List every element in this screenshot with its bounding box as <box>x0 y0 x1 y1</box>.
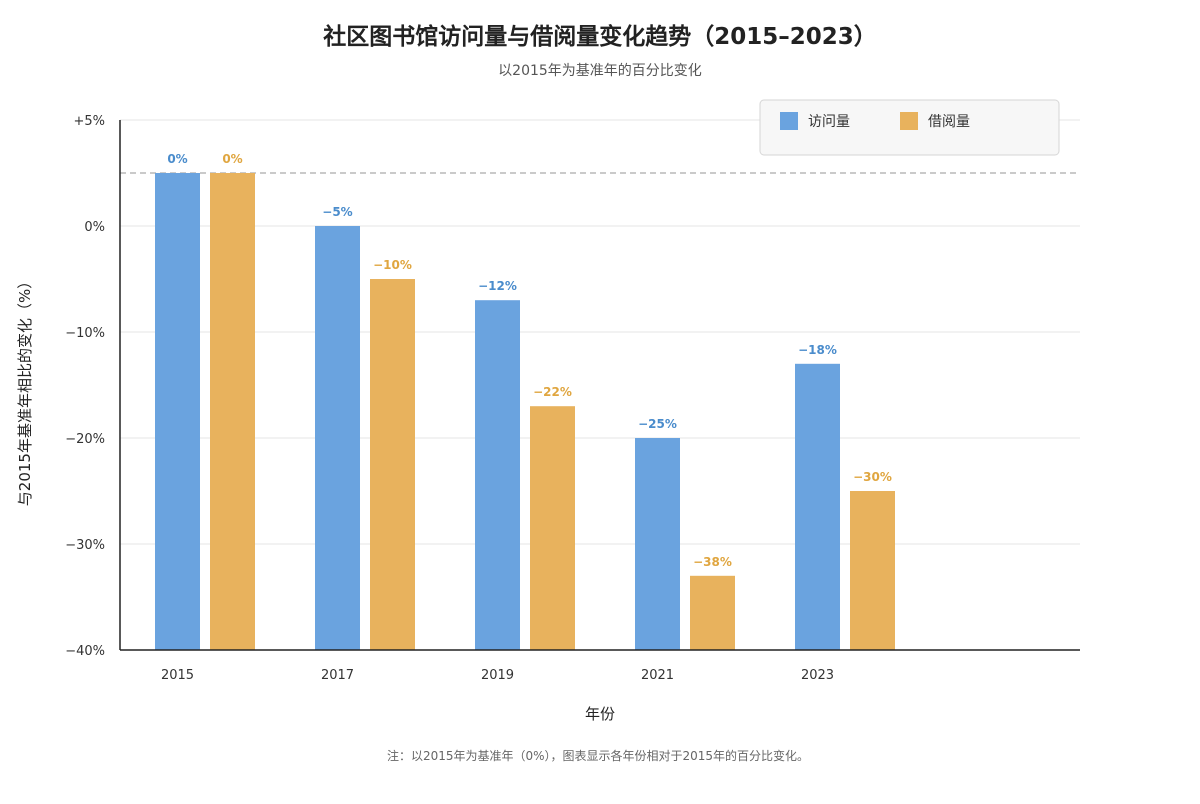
y-tick-label: +5% <box>73 114 105 129</box>
data-labels: 0% 0% −5% −10% −12% −22% −25% −38% −18% −30% <box>167 152 892 569</box>
bar-visits <box>475 300 520 650</box>
x-tick-labels: 2015 2017 2019 2021 2023 <box>161 668 834 683</box>
data-label-loans: −30% <box>853 470 892 484</box>
x-tick-label: 2021 <box>641 668 674 683</box>
legend-label-loans: 借阅量 <box>928 114 970 130</box>
chart-subtitle: 以2015年为基准年的百分比变化 <box>498 62 702 79</box>
y-tick-labels: +5% 0% −10% −20% −30% −40% <box>65 114 105 659</box>
data-label-visits: −5% <box>322 205 352 219</box>
bar-visits <box>795 363 840 650</box>
data-label-visits: −25% <box>638 417 677 431</box>
bar-visits <box>315 226 360 650</box>
x-tick-label: 2023 <box>801 668 834 683</box>
x-tick-label: 2015 <box>161 668 194 683</box>
bar-visits <box>155 173 200 650</box>
legend-swatch-visits <box>780 112 798 130</box>
data-label-visits: −18% <box>798 343 837 357</box>
y-tick-label: −40% <box>65 644 105 659</box>
y-tick-label: −10% <box>65 326 105 341</box>
x-axis-label: 年份 <box>585 705 615 723</box>
x-tick-label: 2017 <box>321 668 354 683</box>
data-label-loans: −38% <box>693 555 732 569</box>
bar-loans <box>370 279 415 650</box>
chart-note: 注：以2015年为基准年（0%），图表显示各年份相对于2015年的百分比变化。 <box>387 748 809 763</box>
bar-loans <box>530 406 575 650</box>
y-tick-label: −20% <box>65 432 105 447</box>
data-label-loans: −10% <box>373 258 412 272</box>
grid-lines <box>120 119 1080 651</box>
bar-visits <box>635 438 680 650</box>
y-tick-label: −30% <box>65 538 105 553</box>
bar-loans <box>690 575 735 650</box>
legend: 访问量 借阅量 <box>759 99 1060 156</box>
legend-label-visits: 访问量 <box>808 114 850 130</box>
bars <box>155 173 895 650</box>
chart-title: 社区图书馆访问量与借阅量变化趋势（2015–2023） <box>323 23 877 50</box>
axes <box>119 120 1080 651</box>
data-label-loans: 0% <box>222 152 242 166</box>
data-label-visits: −12% <box>478 279 517 293</box>
y-axis-label: 与2015年基准年相比的变化（%） <box>16 274 34 506</box>
x-tick-label: 2019 <box>481 668 514 683</box>
data-label-visits: 0% <box>167 152 187 166</box>
y-tick-label: 0% <box>84 220 105 235</box>
bar-loans <box>850 491 895 650</box>
bar-loans <box>210 173 255 650</box>
legend-swatch-loans <box>900 112 918 130</box>
data-label-loans: −22% <box>533 385 572 399</box>
